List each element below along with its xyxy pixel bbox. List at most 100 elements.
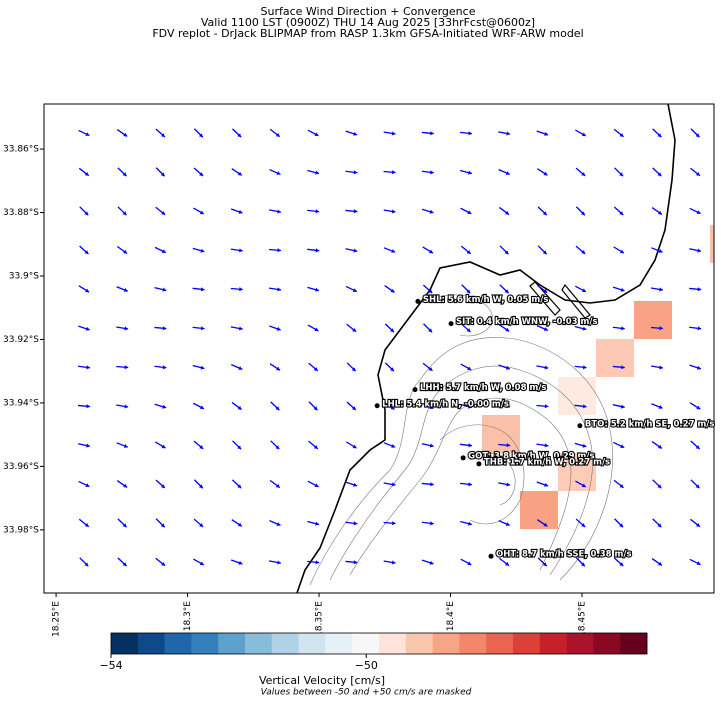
arrow-head: [543, 522, 548, 527]
arrow-head: [161, 249, 166, 253]
wind-arrow: [192, 326, 205, 331]
wind-arrow: [613, 246, 625, 254]
arrow-head: [581, 523, 586, 527]
arrow-head: [504, 289, 509, 294]
arrow-head: [123, 444, 128, 448]
y-tick-label: 33.94°S: [3, 398, 39, 408]
arrow-head: [467, 366, 472, 371]
wind-arrow: [193, 128, 204, 138]
arrow-head: [275, 132, 280, 137]
wind-arrow: [536, 130, 549, 136]
arrow-head: [544, 443, 549, 448]
arrow-head: [198, 133, 203, 138]
arrow-head: [428, 328, 433, 333]
colorbar-note: Values between -50 and +50 cm/s are mask…: [261, 688, 472, 698]
arrow-head: [160, 523, 165, 528]
arrow-head: [695, 522, 700, 527]
coastline: [296, 103, 676, 594]
arrow-head: [122, 562, 127, 567]
arrow-head: [391, 444, 396, 448]
wind-arrow: [422, 402, 434, 410]
wind-arrow: [307, 169, 320, 175]
arrow-head: [697, 326, 702, 331]
wind-arrow: [690, 479, 700, 489]
wind-arrow: [499, 557, 510, 567]
arrow-head: [199, 405, 204, 410]
wind-arrow: [690, 518, 701, 528]
wind-arrow: [117, 206, 127, 216]
arrow-head: [353, 170, 358, 175]
arrow-head: [84, 562, 89, 567]
wind-arrow: [689, 558, 701, 566]
arrow-head: [84, 250, 89, 255]
wind-arrow: [498, 131, 511, 136]
arrow-head: [238, 209, 243, 214]
y-tick-label: 33.86°S: [3, 145, 39, 155]
wind-arrow: [575, 518, 586, 528]
arrow-head: [351, 367, 356, 372]
wind-arrow: [155, 557, 166, 567]
wind-arrow: [155, 167, 166, 177]
wind-arrow: [575, 480, 587, 488]
wind-arrow: [79, 245, 89, 255]
title-line: Valid 1100 LST (0900Z) THU 14 Aug 2025 […: [201, 16, 535, 29]
colorbar-segment: [164, 633, 192, 654]
wind-arrow: [346, 362, 357, 372]
wind-arrow: [192, 364, 205, 370]
wind-arrow: [422, 362, 433, 372]
wind-arrow: [155, 479, 166, 489]
arrow-head: [581, 483, 586, 488]
wind-arrows: [77, 128, 702, 567]
wind-arrow: [537, 168, 548, 176]
wind-arrow: [308, 362, 319, 372]
arrow-head: [200, 287, 205, 292]
wind-arrow: [231, 364, 243, 370]
arrow-head: [239, 248, 243, 253]
wind-arrow: [383, 247, 396, 253]
wind-arrow: [230, 559, 243, 565]
arrow-head: [277, 560, 281, 565]
wind-arrow: [268, 287, 282, 292]
arrow-head: [85, 483, 90, 487]
arrow-head: [314, 483, 319, 488]
arrow-head: [543, 288, 548, 293]
wind-arrow: [193, 558, 205, 566]
arrow-head: [430, 170, 434, 175]
wind-arrow: [270, 440, 280, 450]
arrow-head: [505, 522, 510, 526]
wind-arrow: [155, 518, 166, 528]
wind-arrow: [613, 206, 624, 216]
arrow-head: [200, 248, 205, 253]
wind-arrow: [77, 365, 91, 370]
arrow-head: [353, 482, 358, 487]
wind-arrow: [116, 480, 128, 488]
wind-arrow: [651, 207, 663, 215]
wind-arrow: [575, 167, 586, 177]
wind-arrow: [498, 519, 510, 527]
wind-arrow: [346, 323, 357, 333]
arrow-head: [429, 443, 434, 448]
colorbar-segment: [137, 633, 165, 654]
wind-arrow: [307, 286, 320, 292]
wind-arrow: [269, 520, 281, 526]
wind-arrow: [383, 442, 396, 448]
wind-arrow: [536, 365, 549, 370]
arrow-head: [162, 287, 167, 292]
wind-arrow: [193, 167, 204, 177]
wind-arrow: [536, 443, 549, 448]
arrow-head: [466, 328, 471, 332]
wind-arrow: [651, 247, 663, 253]
arrow-head: [505, 171, 510, 175]
wind-arrow: [461, 284, 471, 294]
arrow-head: [619, 483, 624, 488]
wind-arrow: [192, 287, 205, 292]
arrow-head: [580, 562, 585, 567]
wind-arrow: [116, 129, 128, 137]
colorbar-segment: [405, 633, 433, 654]
arrow-head: [315, 287, 319, 292]
arrow-head: [86, 404, 90, 409]
wind-arrow: [78, 518, 90, 528]
arrow-head: [657, 133, 662, 138]
colorbar-segment: [352, 633, 380, 654]
arrow-head: [277, 209, 281, 214]
